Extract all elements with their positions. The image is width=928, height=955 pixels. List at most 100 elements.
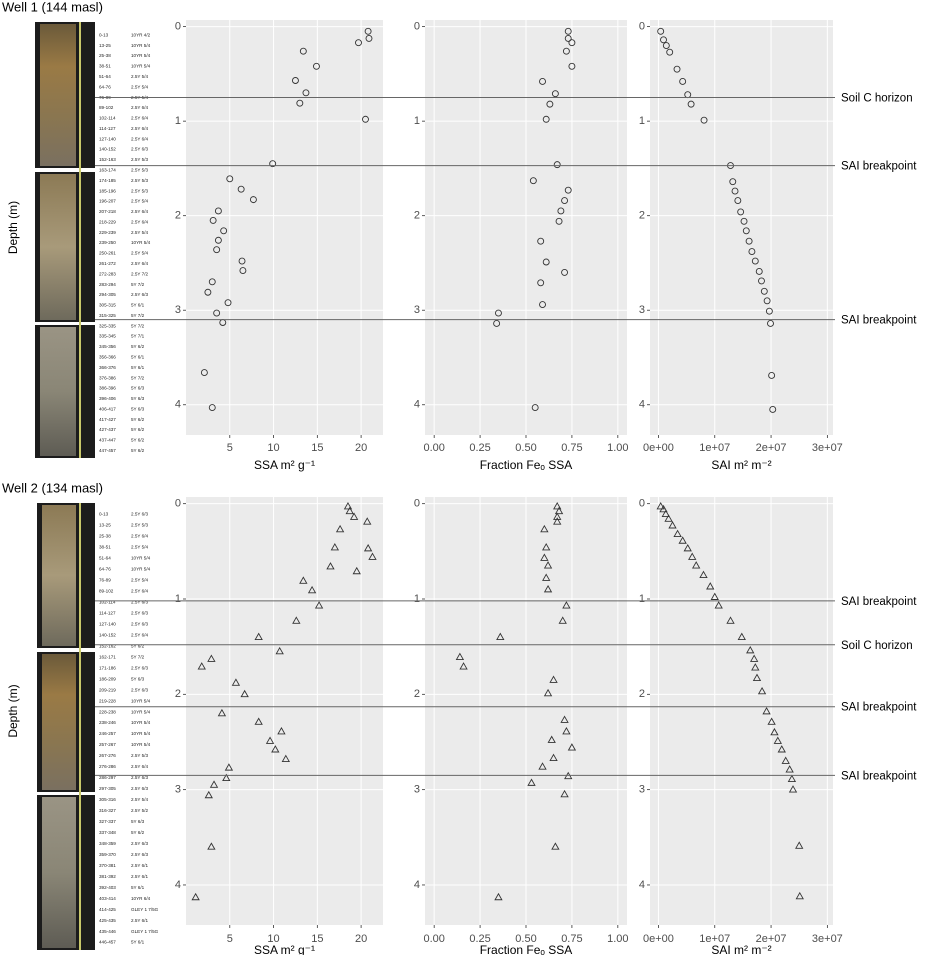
point	[553, 161, 561, 169]
sample-depth: 327-337	[99, 819, 116, 824]
y-tick-label: 3	[175, 304, 181, 316]
sample-color: 2.5Y 6/3	[131, 292, 148, 297]
y-tick-label: 3	[639, 304, 645, 316]
sample-color: 2.5Y 6/4	[131, 219, 148, 224]
point	[568, 39, 576, 47]
sample-color: 2.5Y 6/3	[131, 512, 148, 517]
sample-depth: 250-261	[99, 251, 116, 256]
sample-color: 5Y 6/2	[131, 830, 145, 835]
sample-depth: 366-376	[99, 365, 116, 370]
point	[335, 524, 345, 533]
sample-depth: 64-76	[99, 567, 111, 572]
sample-depth: 246-257	[99, 731, 116, 736]
x-tick-label: 10	[267, 442, 279, 454]
x-tick-label: 0.00	[423, 933, 444, 945]
point	[688, 552, 697, 560]
point	[731, 187, 739, 195]
sample-color: 2.5Y 6/4	[131, 261, 148, 266]
x-tick-label: 0.50	[515, 442, 536, 454]
x-tick-label: 20	[355, 933, 367, 945]
sample-depth: 403-414	[99, 896, 116, 901]
sample-color: 5Y 6/3	[131, 386, 145, 391]
point	[562, 47, 570, 55]
sample-depth: 359-370	[99, 852, 116, 857]
point	[553, 517, 562, 525]
point	[224, 763, 234, 771]
point	[217, 708, 227, 717]
point	[299, 576, 308, 584]
sample-depth: 316-327	[99, 808, 116, 813]
sample-color: 2.5Y 6/4	[131, 126, 148, 131]
point	[326, 562, 335, 570]
sample-color: 2.5Y 6/3	[131, 775, 148, 780]
sample-color: 10YR 5/4	[131, 698, 151, 703]
point	[752, 673, 762, 681]
point	[554, 506, 564, 515]
point	[770, 727, 779, 736]
point	[214, 236, 222, 244]
sample-color: 2.5Y 6/3	[131, 610, 148, 615]
sample-depth: 305-315	[99, 303, 116, 308]
y-tick-label: 4	[414, 399, 420, 411]
point	[208, 404, 216, 412]
sample-depth: 127-140	[99, 621, 116, 626]
sample-depth: 38-51	[99, 545, 111, 550]
point	[239, 267, 247, 274]
x-tick-label: 3e+07	[812, 442, 843, 454]
sample-color: 2.5Y 5/4	[131, 230, 148, 235]
sample-color: 5Y 7/2	[131, 375, 145, 380]
sample-depth: 261-272	[99, 261, 116, 266]
x-tick-label: 15	[311, 933, 323, 945]
point	[555, 217, 563, 225]
sample-depth: 218-229	[99, 219, 116, 224]
point	[568, 62, 576, 70]
point	[553, 512, 562, 520]
sample-color: 10YR 5/4	[131, 556, 151, 561]
point	[769, 406, 777, 413]
point	[213, 309, 221, 317]
point	[543, 584, 553, 593]
y-tick-label: 3	[414, 304, 420, 316]
sample-color: 2.5Y 6/4	[131, 136, 148, 141]
point	[455, 652, 465, 660]
y-tick-label: 4	[639, 399, 645, 411]
y-tick-label: 0	[175, 498, 181, 510]
point	[345, 506, 354, 515]
sample-color: GLEY 1 7/5G	[131, 929, 159, 934]
point	[687, 100, 695, 108]
point	[668, 521, 677, 529]
point	[560, 715, 569, 723]
sample-color: 10YR 6/4	[131, 896, 151, 901]
point	[760, 287, 768, 295]
point	[275, 646, 284, 655]
sample-color: 2.5Y 5/4	[131, 74, 148, 79]
sample-depth: 89-102	[99, 589, 114, 594]
sample-color: 2.5Y 6/4	[131, 764, 148, 769]
point	[538, 762, 547, 770]
sample-depth: 228-238	[99, 709, 116, 714]
point	[691, 561, 701, 569]
sample-color: 2.5Y 6/3	[131, 147, 148, 152]
point	[540, 553, 549, 561]
point	[562, 726, 571, 735]
point	[213, 246, 221, 254]
point	[238, 257, 246, 265]
point	[788, 785, 798, 793]
x-axis-title: SSA m² g⁻¹	[254, 943, 315, 955]
x-tick-label: 5	[227, 933, 233, 945]
point	[204, 288, 212, 296]
point	[726, 616, 735, 624]
sample-depth: 345-356	[99, 344, 116, 349]
sample-color: 2.5Y 6/1	[131, 863, 148, 868]
point	[729, 178, 737, 186]
sample-depth: 25-38	[99, 53, 111, 58]
sample-depth: 348-359	[99, 841, 116, 846]
sample-color: 5Y 6/3	[131, 396, 145, 401]
point	[254, 717, 263, 725]
sample-depth: 196-207	[99, 199, 116, 204]
y-tick-label: 0	[175, 21, 181, 33]
sample-color: 2.5Y 5/4	[131, 199, 148, 204]
sample-depth: 0-13	[99, 512, 109, 517]
point	[539, 77, 546, 85]
point	[561, 197, 569, 205]
